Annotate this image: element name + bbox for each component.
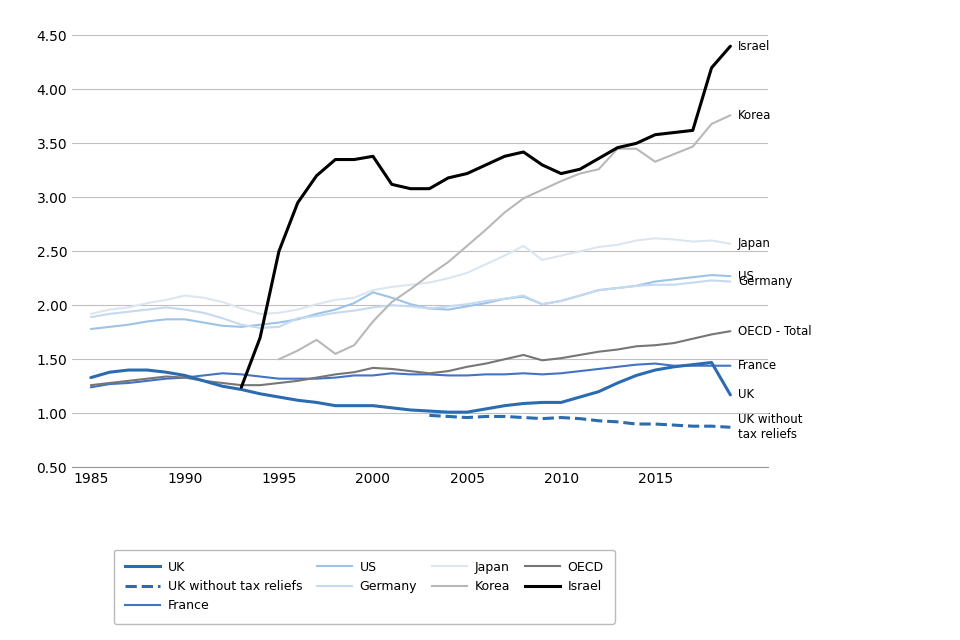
- Text: OECD - Total: OECD - Total: [738, 324, 811, 338]
- Text: Japan: Japan: [738, 237, 771, 250]
- Text: UK: UK: [738, 388, 754, 401]
- Text: US: US: [738, 269, 754, 283]
- Text: Israel: Israel: [738, 40, 770, 52]
- Legend: UK, UK without tax reliefs, France, US, Germany, Japan, Korea, OECD, Israel: UK, UK without tax reliefs, France, US, …: [113, 550, 615, 623]
- Text: France: France: [738, 359, 777, 372]
- Text: Korea: Korea: [738, 109, 771, 122]
- Text: Germany: Germany: [738, 275, 792, 288]
- Text: UK without
tax reliefs: UK without tax reliefs: [738, 413, 803, 441]
